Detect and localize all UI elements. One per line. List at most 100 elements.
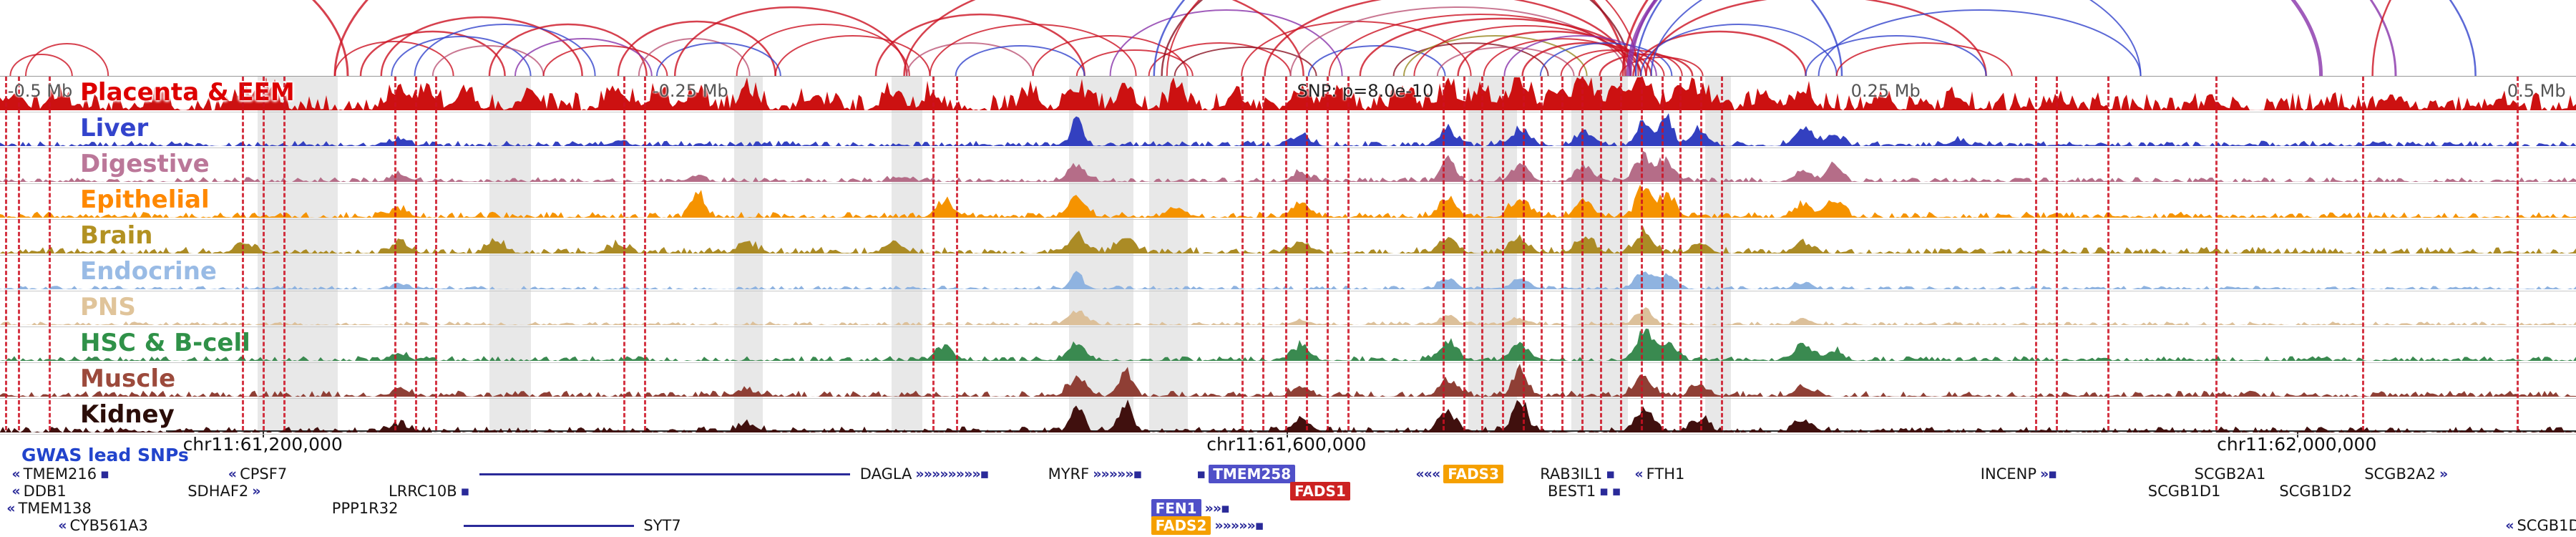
scale-label: 0.25 Mb bbox=[1850, 81, 1921, 101]
interaction-arc bbox=[431, 45, 545, 76]
signal-path bbox=[0, 77, 2576, 110]
gene-strand-arrows: »»»»»»»»▪ bbox=[915, 466, 989, 482]
gene-lrrc10b[interactable]: LRRC10B ▪ bbox=[386, 483, 471, 500]
gene-ppp1r32[interactable]: PPP1R32 bbox=[330, 500, 401, 517]
track-label-placenta-eem: Placenta & EEM bbox=[80, 78, 295, 107]
signal-brain bbox=[0, 226, 2576, 253]
interaction-arc bbox=[2371, 0, 2391, 76]
signal-track-placenta-eem[interactable]: Placenta & EEM bbox=[0, 77, 2576, 112]
interaction-arc bbox=[488, 23, 648, 76]
signal-track-hsc-b-cell[interactable]: HSC & B-cell bbox=[0, 327, 2576, 363]
gwas-snp-line bbox=[435, 77, 438, 430]
interaction-arc bbox=[1521, 42, 1652, 76]
track-label-brain: Brain bbox=[80, 221, 153, 250]
signal-track-endocrine[interactable]: Endocrine bbox=[0, 256, 2576, 291]
gene-cyb561a3[interactable]: «CYB561A3 bbox=[57, 517, 150, 534]
gene-scgb2a2[interactable]: SCGB2A2» bbox=[2362, 465, 2449, 483]
gene-incenp[interactable]: INCENP »▪ bbox=[1979, 465, 2058, 483]
gwas-snp-line bbox=[242, 77, 245, 430]
signal-epithelial bbox=[0, 185, 2576, 218]
gene-cpsf7[interactable]: «CPSF7 bbox=[227, 465, 289, 483]
signal-path bbox=[0, 150, 2576, 182]
gene-scgb1d2[interactable]: SCGB1D2 bbox=[2277, 483, 2354, 500]
gene-name: RAB3IL1 bbox=[1540, 465, 1603, 483]
interaction-arc bbox=[638, 38, 751, 76]
interaction-arc bbox=[1264, 0, 1632, 76]
signal-track-digestive[interactable]: Digestive bbox=[0, 148, 2576, 184]
gene-tmem258[interactable]: ▪ TMEM258 bbox=[1195, 465, 1297, 483]
gene-scgb2a1[interactable]: SCGB2A1 bbox=[2192, 465, 2268, 483]
gwas-snp-line bbox=[2055, 77, 2058, 430]
signal-track-epithelial[interactable]: Epithelial bbox=[0, 184, 2576, 220]
chromatin-interaction-arcs bbox=[9, 0, 2477, 76]
gene-name: FEN1 bbox=[1151, 499, 1201, 518]
track-label-epithelial: Epithelial bbox=[80, 185, 210, 214]
gene-scgb1d1[interactable]: SCGB1D1 bbox=[2146, 483, 2223, 500]
gwas-snp-line bbox=[1241, 77, 1244, 430]
gwas-snp-line bbox=[1501, 77, 1504, 430]
gwas-snp-line bbox=[2107, 77, 2109, 430]
gwas-snp-line bbox=[1347, 77, 1350, 430]
gwas-snp-line bbox=[1262, 77, 1264, 430]
interaction-arc bbox=[1835, 42, 2013, 76]
interaction-arc bbox=[359, 30, 506, 76]
signal-track-muscle[interactable]: Muscle bbox=[0, 363, 2576, 399]
gene-ddb1[interactable]: «DDB1 bbox=[10, 483, 68, 500]
gene-name: FADS2 bbox=[1151, 516, 1211, 535]
gwas-snp-line bbox=[2035, 77, 2037, 430]
interaction-arc bbox=[906, 42, 1034, 76]
gene-sdhaf2[interactable]: SDHAF2» bbox=[185, 483, 261, 500]
gene-name: CYB561A3 bbox=[69, 517, 148, 534]
gene-best1[interactable]: BEST1 ▪ ▪ bbox=[1546, 483, 1622, 500]
signal-path bbox=[0, 185, 2576, 218]
gene-name: SCGB1D4 bbox=[2517, 517, 2576, 534]
interaction-arc bbox=[1539, 42, 1673, 76]
gene-fads2[interactable]: FADS2 »»»»»▪ bbox=[1149, 516, 1265, 535]
signal-track-pns[interactable]: PNS bbox=[0, 291, 2576, 327]
gwas-snp-line bbox=[1327, 77, 1329, 430]
gene-fads3[interactable]: ««« FADS3 bbox=[1414, 465, 1506, 483]
track-label-endocrine: Endocrine bbox=[80, 257, 217, 286]
signal-path bbox=[0, 113, 2576, 146]
signal-path bbox=[0, 307, 2576, 325]
gene-strand-arrows: « bbox=[11, 483, 20, 499]
gene-fads1[interactable]: FADS1 bbox=[1288, 482, 1352, 500]
gene-scgb1d4[interactable]: «SCGB1D4 bbox=[2504, 517, 2576, 534]
signal-track-liver[interactable]: Liver bbox=[0, 112, 2576, 148]
gene-syt7[interactable]: SYT7 bbox=[641, 517, 683, 534]
interaction-arc bbox=[1632, 30, 1807, 76]
signal-hsc-b-cell bbox=[0, 328, 2576, 361]
scale-label: 0.5 Mb bbox=[2507, 81, 2566, 101]
signal-track-kidney[interactable]: Kidney bbox=[0, 399, 2576, 435]
snp-pvalue-label: SNP: p=8.0e-10 bbox=[1297, 81, 1434, 101]
gene-annotation-track: «TMEM216 ▪ «CPSF7 DAGLA »»»»»»»»▪ MYRF »»»»»▪ ▪… bbox=[0, 465, 2576, 537]
gene-tmem138[interactable]: «TMEM138 bbox=[5, 500, 94, 517]
interaction-arc bbox=[1153, 0, 1843, 76]
gene-name: DAGLA bbox=[859, 465, 912, 483]
interaction-arc bbox=[1503, 35, 1657, 76]
gene-fth1[interactable]: «FTH1 bbox=[1633, 465, 1687, 483]
signal-path bbox=[0, 328, 2576, 361]
signal-track-brain[interactable]: Brain bbox=[0, 220, 2576, 256]
gene-dagla[interactable]: DAGLA »»»»»»»»▪ bbox=[858, 465, 990, 483]
interaction-arc bbox=[1075, 49, 1194, 76]
gwas-snp-line bbox=[1306, 77, 1309, 430]
gene-fen1[interactable]: FEN1 »»▪ bbox=[1149, 499, 1231, 518]
gene-name: BEST1 bbox=[1548, 483, 1596, 500]
gene-tmem216[interactable]: «TMEM216 ▪ bbox=[10, 465, 110, 483]
gwas-snp-line bbox=[1662, 77, 1664, 430]
gene-strand-arrows: ««« bbox=[1415, 466, 1440, 482]
interaction-arc bbox=[955, 45, 1085, 76]
interaction-arc bbox=[673, 6, 908, 76]
interaction-arc bbox=[1289, 6, 1626, 76]
interaction-arc bbox=[514, 38, 653, 76]
track-label-pns: PNS bbox=[80, 293, 136, 321]
interaction-arc bbox=[1640, 24, 1838, 76]
gene-strand-arrows: « bbox=[1634, 466, 1643, 482]
gwas-snp-line bbox=[1481, 77, 1483, 430]
gene-myrf[interactable]: MYRF »»»»»▪ bbox=[1046, 465, 1143, 483]
gwas-snp-line bbox=[283, 77, 286, 430]
interaction-arc bbox=[1629, 0, 2397, 76]
signal-track-area: Placenta & EEM Liver Digestive Epithelial Br… bbox=[0, 76, 2576, 435]
gene-rab3il1[interactable]: RAB3IL1 ▪ bbox=[1538, 465, 1616, 483]
